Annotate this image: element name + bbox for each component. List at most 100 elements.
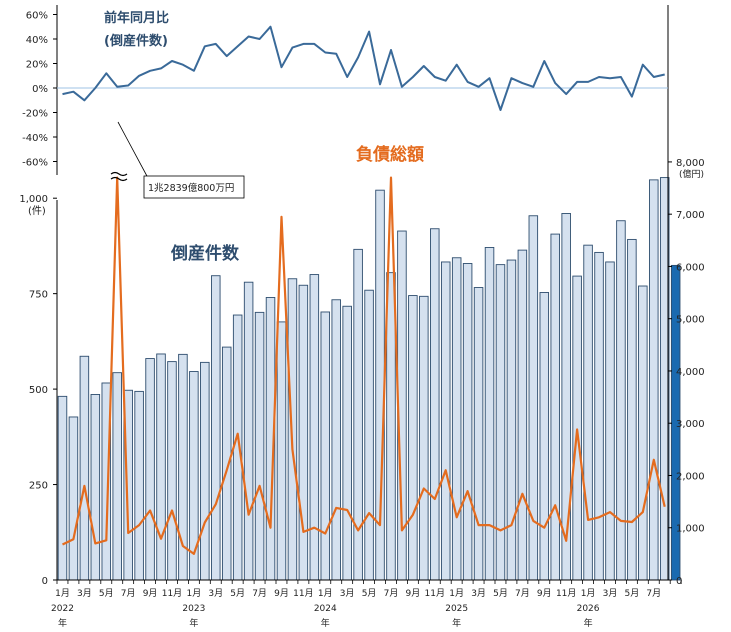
yoy-line — [62, 25, 665, 111]
count-bar — [57, 395, 68, 581]
year-suffix: 年 — [452, 617, 461, 629]
x-tick-label: 11月 — [162, 588, 182, 599]
x-tick-label: 7月 — [121, 588, 136, 599]
x-tick-label: 1月 — [318, 588, 333, 599]
right-tick-label: 8,000 — [676, 158, 705, 169]
right-tick-label: 6,000 — [676, 262, 705, 273]
count-bar — [243, 281, 254, 581]
left-tick-label: 250 — [29, 481, 48, 492]
x-tick-label: 1月 — [187, 588, 202, 599]
count-bar — [331, 299, 341, 581]
callout-text: 1兆2839億800万円 — [148, 182, 234, 194]
yoy-tick-label: -60% — [22, 158, 48, 169]
callout-box — [143, 175, 245, 199]
count-bar — [419, 295, 429, 581]
count-bar — [145, 358, 155, 581]
x-tick-label: 5月 — [493, 588, 508, 599]
x-tick-label: 11月 — [425, 588, 445, 599]
count-bar — [539, 292, 550, 581]
count-bar — [276, 321, 287, 581]
right-tick-label: 7,000 — [676, 210, 705, 221]
count-bar — [189, 371, 199, 581]
count-bar — [561, 213, 571, 581]
count-bar — [320, 311, 331, 581]
right-tick-label: 4,000 — [676, 367, 705, 378]
count-bar — [572, 275, 582, 581]
year-suffix: 年 — [584, 617, 593, 629]
x-tick-label: 5月 — [99, 588, 114, 599]
count-bar — [134, 390, 144, 581]
count-bar — [506, 259, 517, 581]
count-bar — [156, 353, 166, 581]
count-bar — [254, 311, 265, 581]
year-label: 2025 — [445, 604, 468, 614]
count-bar — [594, 251, 604, 581]
count-bar — [616, 220, 626, 581]
count-bar — [200, 361, 210, 581]
count-bar — [495, 264, 506, 581]
count-bar — [408, 295, 418, 581]
x-tick-label: 3月 — [471, 588, 486, 599]
x-tick-label: 5月 — [362, 588, 377, 599]
year-label: 2026 — [577, 604, 600, 614]
right-tick-label: 0 — [676, 576, 682, 587]
year-label: 2024 — [314, 604, 337, 614]
count-bar — [583, 244, 593, 581]
count-series-label: 倒産件数 — [170, 243, 240, 264]
left-tick-label: 1,000 — [19, 194, 48, 205]
debt-polyline — [62, 176, 666, 556]
x-tick-label: 9月 — [406, 588, 421, 599]
year-suffix: 年 — [58, 617, 67, 629]
count-bar — [517, 249, 528, 581]
count-bar — [112, 372, 122, 581]
count-bar — [473, 287, 484, 581]
count-bar — [550, 233, 560, 581]
break-callout: 1兆2839億800万円 — [110, 121, 245, 199]
x-tick-label: 5月 — [230, 588, 245, 599]
count-bar — [649, 179, 659, 581]
count-bar — [670, 264, 681, 581]
count-bar — [528, 215, 539, 581]
count-bar — [167, 361, 177, 581]
count-bar — [364, 289, 374, 581]
x-tick-label: 1月 — [449, 588, 464, 599]
count-bar — [605, 261, 615, 581]
left-tick-label: 500 — [29, 385, 48, 396]
x-tick-label: 3月 — [340, 588, 355, 599]
x-tick-label: 11月 — [293, 588, 313, 599]
year-label: 2023 — [182, 604, 205, 614]
yoy-tick-label: -20% — [22, 109, 48, 120]
x-tick-label: 3月 — [603, 588, 618, 599]
year-label: 2022 — [51, 604, 74, 614]
count-bar — [627, 238, 637, 581]
count-bar — [211, 275, 221, 581]
x-tick-label: 1月 — [581, 588, 596, 599]
right-tick-label: 3,000 — [676, 419, 705, 430]
x-tick-label: 7月 — [515, 588, 530, 599]
count-bar — [342, 305, 352, 581]
yoy-tick-label: 20% — [26, 60, 48, 71]
count-bar — [430, 228, 440, 581]
yoy-tick-label: -40% — [22, 133, 48, 144]
yoy-polyline — [62, 25, 665, 111]
x-tick-label: 9月 — [537, 588, 552, 599]
left-axis-unit: (件) — [28, 205, 46, 217]
callout-leader — [117, 121, 149, 179]
x-tick-label: 11月 — [556, 588, 576, 599]
count-bar — [298, 284, 309, 581]
axes: 0 250 500 750 1,000 0 1,000 2,000 3,000 4,000 5,00… — [19, 5, 705, 629]
axis-break-mark — [110, 171, 128, 182]
x-tick-label: 7月 — [252, 588, 267, 599]
count-bar — [386, 272, 396, 581]
yoy-tick-label: 60% — [26, 11, 48, 22]
yoy-title-line2: (倒産件数) — [104, 33, 168, 49]
debt-series-label: 負債総額 — [356, 144, 424, 165]
count-bar — [638, 285, 648, 581]
left-tick-label: 0 — [42, 576, 48, 587]
count-bar — [484, 246, 495, 581]
count-bar — [440, 261, 451, 581]
x-tick-label: 7月 — [646, 588, 661, 599]
right-tick-label: 1,000 — [676, 524, 705, 535]
yoy-tick-label: 40% — [26, 35, 48, 46]
